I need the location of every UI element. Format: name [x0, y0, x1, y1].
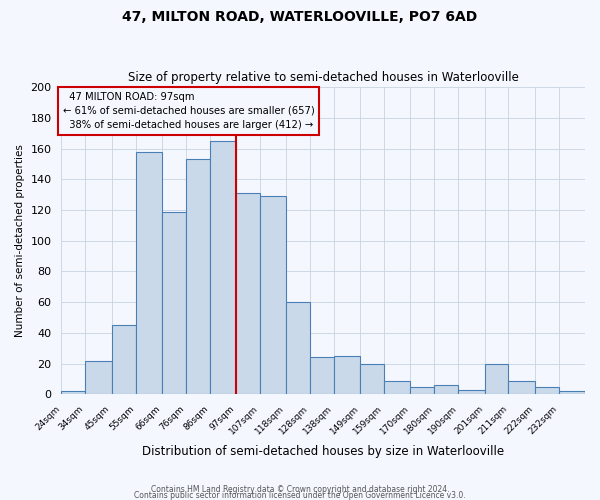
Bar	[458, 390, 485, 394]
Bar	[535, 386, 559, 394]
Text: 47 MILTON ROAD: 97sqm
← 61% of semi-detached houses are smaller (657)
  38% of s: 47 MILTON ROAD: 97sqm ← 61% of semi-deta…	[62, 92, 314, 130]
Bar	[310, 358, 334, 395]
Bar	[485, 364, 508, 394]
Bar	[61, 392, 85, 394]
Bar	[334, 356, 360, 395]
Title: Size of property relative to semi-detached houses in Waterlooville: Size of property relative to semi-detach…	[128, 72, 518, 85]
Text: Contains HM Land Registry data © Crown copyright and database right 2024.: Contains HM Land Registry data © Crown c…	[151, 484, 449, 494]
Y-axis label: Number of semi-detached properties: Number of semi-detached properties	[15, 144, 25, 337]
Bar	[360, 364, 384, 394]
Text: Contains public sector information licensed under the Open Government Licence v3: Contains public sector information licen…	[134, 490, 466, 500]
Bar	[186, 160, 209, 394]
Bar	[236, 193, 260, 394]
X-axis label: Distribution of semi-detached houses by size in Waterlooville: Distribution of semi-detached houses by …	[142, 444, 504, 458]
Bar	[508, 380, 535, 394]
Bar	[209, 141, 236, 395]
Bar	[434, 385, 458, 394]
Bar	[162, 212, 186, 394]
Bar	[136, 152, 162, 394]
Bar	[559, 392, 585, 394]
Bar	[85, 360, 112, 394]
Bar	[384, 380, 410, 394]
Bar	[410, 386, 434, 394]
Bar	[260, 196, 286, 394]
Bar	[112, 325, 136, 394]
Bar	[286, 302, 310, 394]
Text: 47, MILTON ROAD, WATERLOOVILLE, PO7 6AD: 47, MILTON ROAD, WATERLOOVILLE, PO7 6AD	[122, 10, 478, 24]
